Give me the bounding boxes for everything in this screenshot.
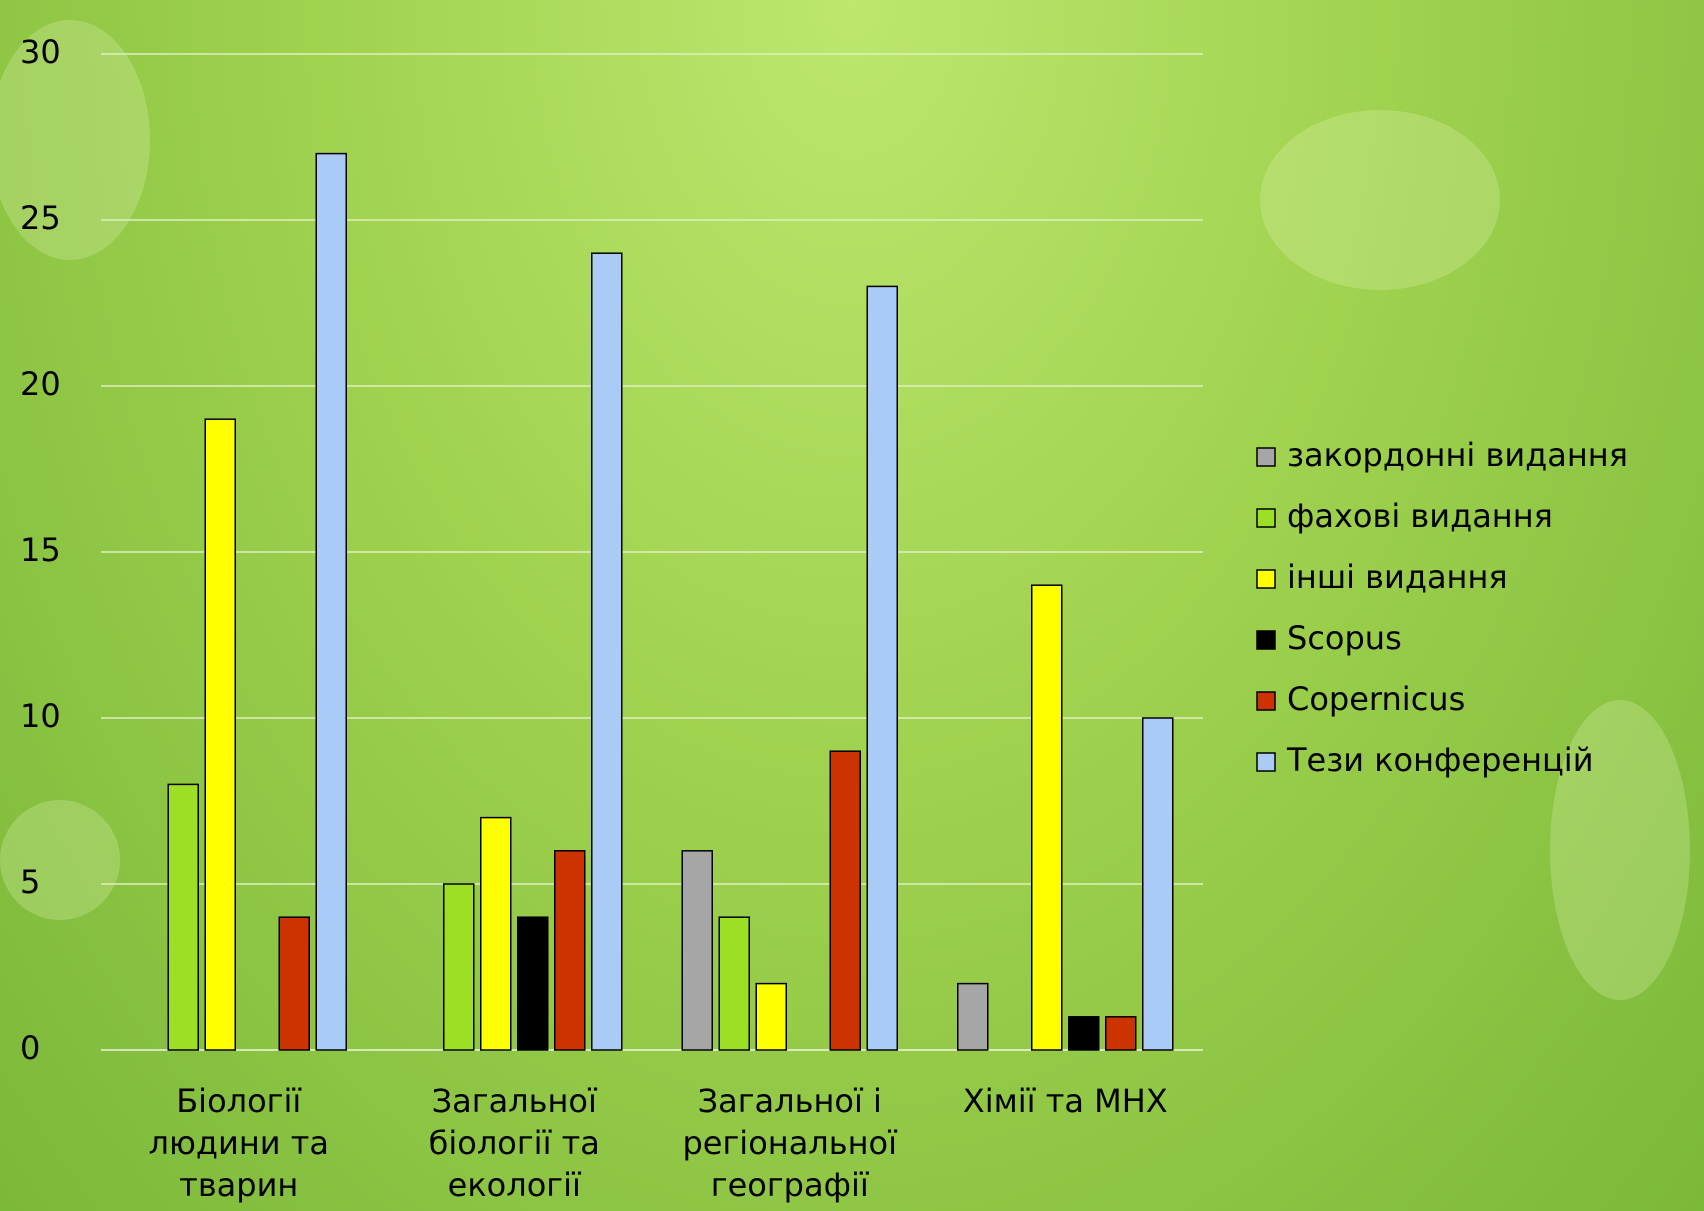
legend-swatch (1256, 630, 1276, 650)
bar (443, 883, 475, 1051)
bar (480, 816, 512, 1051)
x-tick-label: Загальної біології та екології (428, 1082, 600, 1204)
bar (591, 252, 623, 1051)
legend-label: інші видання (1287, 558, 1508, 596)
bar (1142, 717, 1174, 1051)
bar (1031, 584, 1063, 1051)
legend-label: Scopus (1287, 619, 1402, 657)
bar (1068, 1016, 1100, 1051)
bar (718, 916, 750, 1051)
bar (1105, 1016, 1137, 1051)
legend-swatch (1256, 691, 1276, 711)
x-tick-label: Загальної і регіональної географії (682, 1082, 897, 1204)
y-tick-label: 30 (20, 33, 61, 71)
legend-swatch (1256, 508, 1276, 528)
legend-swatch (1256, 447, 1276, 467)
legend-label: закордонні видання (1287, 436, 1628, 474)
x-tick-label: Хімії та МНХ (962, 1082, 1168, 1120)
bar (957, 982, 989, 1051)
bar (204, 418, 236, 1051)
y-tick-label: 15 (20, 531, 61, 569)
legend-label: фахові видання (1287, 497, 1553, 535)
bar (829, 750, 861, 1051)
bar (681, 850, 713, 1051)
bar (755, 982, 787, 1051)
legend-swatch (1256, 752, 1276, 772)
bar (866, 285, 898, 1051)
bar (278, 916, 310, 1051)
y-tick-label: 10 (20, 697, 61, 735)
legend-label: Copernicus (1287, 680, 1465, 718)
legend-swatch (1256, 569, 1276, 589)
bar (554, 850, 586, 1051)
bar (315, 152, 347, 1051)
y-tick-label: 25 (20, 199, 61, 237)
bar (167, 783, 199, 1051)
x-tick-label: Біології людини та тварин (148, 1082, 329, 1204)
bar (517, 916, 549, 1051)
y-tick-label: 5 (20, 863, 40, 901)
legend-label: Тези конференцій (1286, 741, 1593, 779)
decoration (0, 20, 1690, 1000)
y-tick-label: 20 (20, 365, 61, 403)
y-tick-label: 0 (20, 1029, 40, 1067)
